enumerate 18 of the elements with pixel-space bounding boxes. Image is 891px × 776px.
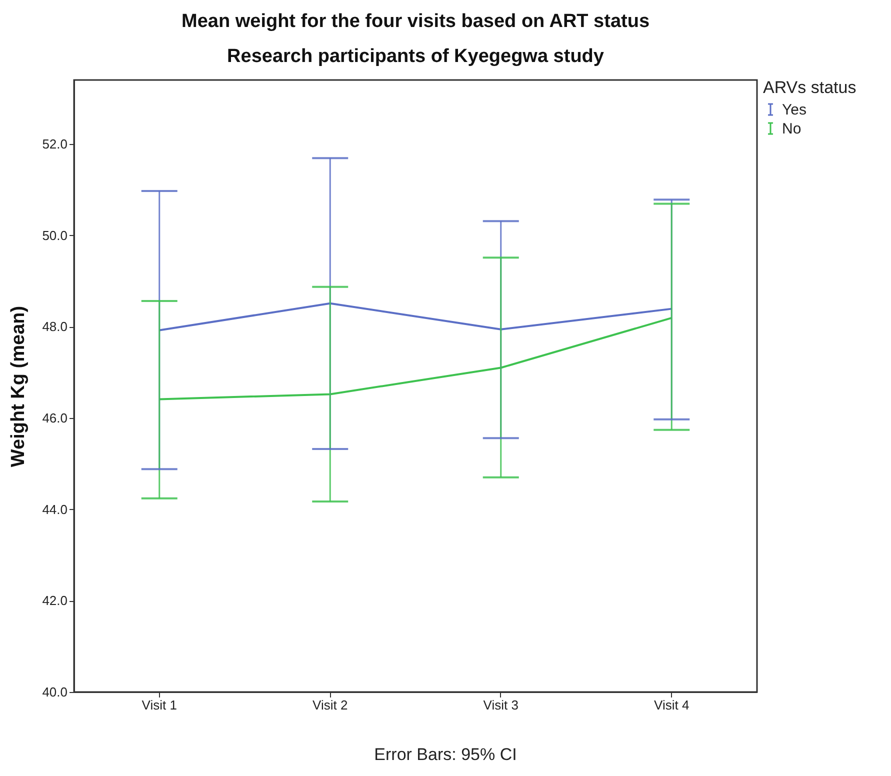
y-tick-label: 42.0 [42,593,68,608]
chart-title: Mean weight for the four visits based on ART status [181,11,650,32]
y-tick-label: 48.0 [42,319,68,334]
x-tick-label: Visit 4 [654,698,690,712]
y-tick-label: 52.0 [42,136,68,152]
y-tick-label: 44.0 [42,502,68,517]
y-axis-title: Weight Kg (mean) [8,306,30,468]
legend-label: Yes [782,102,806,118]
chart-subtitle: Research participants of Kyegegwa study [227,46,604,67]
y-tick-label: 50.0 [42,228,68,243]
y-tick-label: 46.0 [42,410,68,426]
x-tick-label: Visit 3 [483,698,518,712]
legend-title: ARVs status [763,78,856,97]
text: Error Bars: 95% CI [373,745,518,765]
y-tick-label: 40.0 [42,684,68,700]
x-tick-label: Visit 1 [142,698,177,712]
x-tick-label: Visit 2 [312,698,348,712]
legend-label: No [782,120,802,138]
